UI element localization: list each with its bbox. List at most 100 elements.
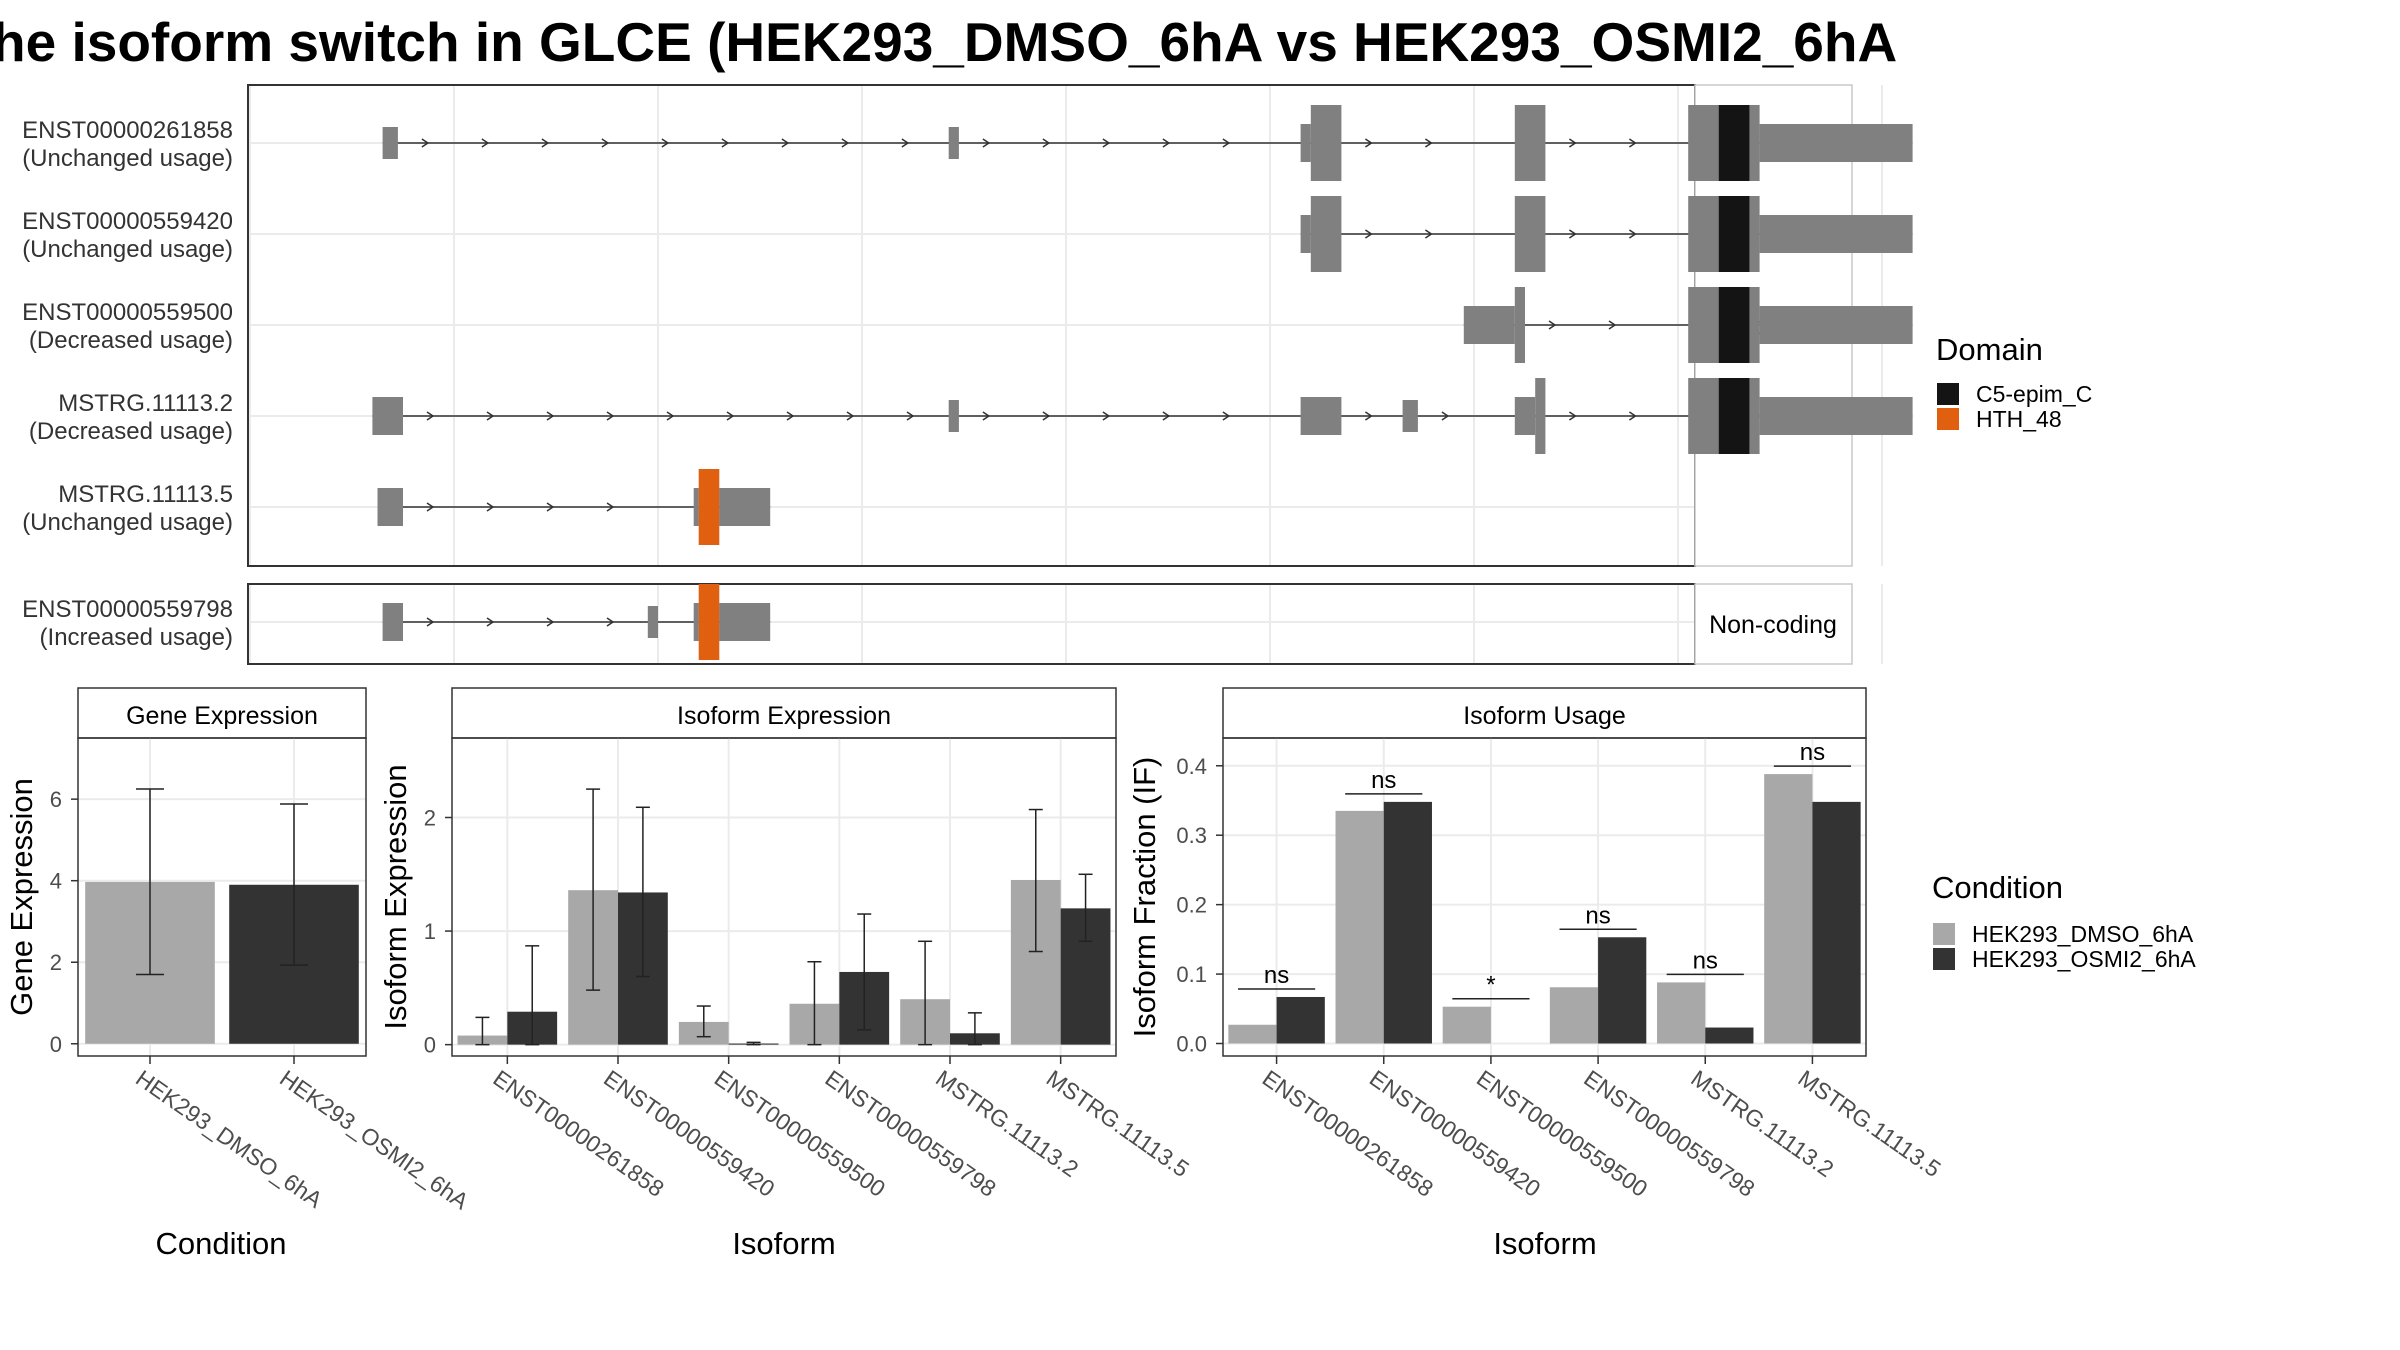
x-axis-label: Isoform — [1493, 1226, 1596, 1261]
intron-arrow — [486, 411, 495, 421]
intron-arrow — [1628, 138, 1637, 148]
transcript-usage-label: (Decreased usage) — [29, 327, 233, 354]
bar-chart-1: Isoform Expression012ENST00000261858ENST… — [378, 687, 1194, 1261]
transcript-ENST00000559420: ENST00000559420(Unchanged usage) — [22, 196, 1913, 272]
exon — [693, 488, 699, 526]
intron-arrow — [1222, 411, 1231, 421]
exon — [1514, 196, 1546, 272]
intron-arrow — [726, 411, 735, 421]
exon — [1300, 124, 1311, 162]
domain-hth48 — [698, 584, 720, 660]
intron-arrow — [426, 411, 435, 421]
y-tick-label: 0.4 — [1176, 754, 1207, 779]
intron-arrow — [426, 502, 435, 512]
intron-arrow — [601, 138, 610, 148]
intron-arrow — [486, 502, 495, 512]
transcript-MSTRG.11113.2: MSTRG.11113.2(Decreased usage) — [29, 378, 1913, 454]
y-axis-label: Isoform Expression — [378, 764, 413, 1029]
legend-title: Condition — [1932, 870, 2063, 905]
intron-arrow — [1102, 138, 1111, 148]
legend-key — [1937, 383, 1959, 405]
intron-arrow — [486, 617, 495, 627]
exon — [1759, 397, 1913, 435]
intron-arrow — [546, 411, 555, 421]
intron-arrow — [546, 502, 555, 512]
intron-arrow — [1608, 320, 1617, 330]
intron-arrow — [721, 138, 730, 148]
x-tick-label: ENST00000559500 — [1472, 1065, 1652, 1202]
intron-arrow — [426, 617, 435, 627]
transcript-label: ENST00000559798 — [22, 596, 233, 623]
intron-arrow — [606, 617, 615, 627]
significance-label: ns — [1264, 962, 1289, 989]
y-tick-label: 2 — [424, 806, 436, 831]
bar — [1657, 982, 1706, 1044]
y-tick-label: 2 — [50, 950, 62, 975]
facet-strip-label: Gene Expression — [126, 702, 318, 730]
transcript-label: MSTRG.11113.2 — [58, 390, 233, 417]
y-tick-label: 0.0 — [1176, 1032, 1207, 1057]
intron-arrow — [781, 138, 790, 148]
transcript-panel-noncoding: Non-coding — [247, 583, 1883, 665]
intron-arrow — [1441, 411, 1450, 421]
bar-chart-2: Isoform Usage 0.0 0.1 0.2 0.3 0.4 ns ns * ns ns ns E… — [1127, 687, 1946, 1261]
domain-c5-epim — [1718, 378, 1750, 454]
exon — [1463, 306, 1515, 344]
legend-key — [1933, 923, 1955, 945]
intron-arrow — [1222, 138, 1231, 148]
transcript-usage-label: (Decreased usage) — [29, 418, 233, 445]
legend-item: C5-epim_C — [1976, 381, 2092, 407]
significance-label: ns — [1693, 947, 1718, 974]
intron-arrow — [546, 617, 555, 627]
exon — [1310, 196, 1342, 272]
facet-strip-noncoding — [1694, 583, 1853, 665]
intron-arrow — [1568, 229, 1577, 239]
exon — [372, 397, 403, 435]
legend-item: HEK293_OSMI2_6hA — [1972, 946, 2196, 972]
exon — [1535, 378, 1546, 454]
intron-arrow — [1568, 411, 1577, 421]
bar — [1442, 1006, 1491, 1044]
intron-arrow — [1424, 138, 1433, 148]
significance-label: * — [1486, 972, 1495, 999]
exon — [948, 400, 959, 432]
intron-arrow — [786, 411, 795, 421]
intron-arrow — [1364, 138, 1373, 148]
exon — [377, 488, 403, 526]
legend-item: HEK293_DMSO_6hA — [1972, 921, 2194, 947]
legend-title: Domain — [1936, 332, 2043, 367]
y-tick-label: 0 — [50, 1032, 62, 1057]
intron-arrow — [541, 138, 550, 148]
y-axis-label: Isoform Fraction (IF) — [1127, 757, 1162, 1038]
facet-strip — [1222, 687, 1867, 739]
exon — [719, 603, 771, 641]
bar — [1335, 810, 1384, 1044]
transcript-label: MSTRG.11113.5 — [58, 481, 233, 508]
y-tick-label: 4 — [50, 869, 62, 894]
y-axis-label: Gene Expression — [4, 778, 39, 1016]
transcript-ENST00000559500: ENST00000559500(Decreased usage) — [22, 287, 1913, 363]
bar — [1383, 801, 1432, 1044]
facet-strip-label: Isoform Expression — [677, 702, 891, 730]
exon — [382, 127, 398, 159]
intron-arrow — [481, 138, 490, 148]
exon — [382, 603, 403, 641]
exon — [719, 488, 771, 526]
bar — [1705, 1027, 1754, 1044]
y-tick-label: 0.2 — [1176, 893, 1207, 918]
significance-label: ns — [1800, 739, 1825, 766]
intron-arrow — [1424, 229, 1433, 239]
x-axis-label: Condition — [156, 1226, 287, 1261]
exon — [1514, 287, 1525, 363]
exon — [1300, 397, 1342, 435]
transcript-label: ENST00000559500 — [22, 299, 233, 326]
intron-arrow — [661, 138, 670, 148]
bar — [1812, 801, 1861, 1044]
intron-arrow — [421, 138, 430, 148]
y-tick-label: 6 — [50, 787, 62, 812]
domain-c5-epim — [1718, 287, 1750, 363]
intron-arrow — [1102, 411, 1111, 421]
legend-key — [1937, 408, 1959, 430]
bar — [1598, 937, 1647, 1044]
